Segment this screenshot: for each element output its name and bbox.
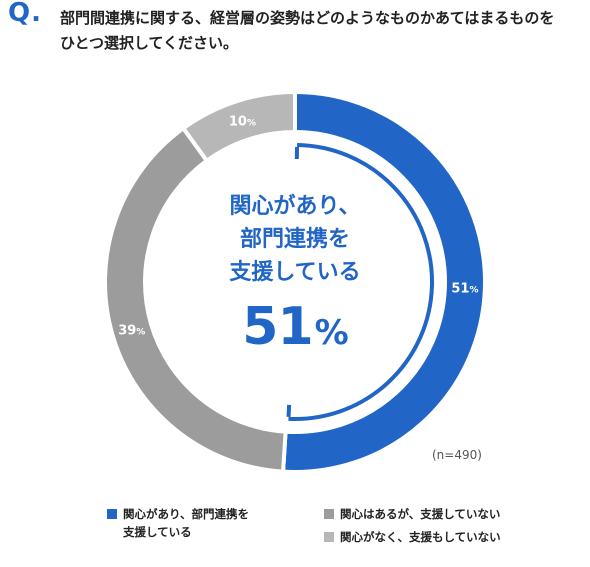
highlight-bracket-tick-bottom xyxy=(286,404,292,417)
slice-label-support: 51% xyxy=(451,281,478,296)
legend-label-support-2: 支援している xyxy=(123,525,192,539)
legend-label-no-interest: 関心がなく、支援もしていない xyxy=(340,530,501,544)
center-value: 51% xyxy=(190,297,400,363)
highlight-bracket-arc xyxy=(288,143,434,421)
slice-label-no-interest: 10% xyxy=(229,114,256,129)
legend-swatch-no-interest xyxy=(324,532,334,542)
slice-no-interest xyxy=(180,89,297,164)
center-value-unit: % xyxy=(314,313,349,353)
center-callout: 関心があり、 部門連携を 支援している 51% xyxy=(190,190,400,363)
center-value-number: 51 xyxy=(242,297,313,357)
question-line-2: ひとつ選択してください。 xyxy=(60,34,239,52)
center-label: 関心があり、 部門連携を 支援している xyxy=(190,190,400,289)
question-text: 部門間連携に関する、経営層の姿勢はどのようなものかあてはまるものを ひとつ選択し… xyxy=(60,6,580,56)
question-line-1: 部門間連携に関する、経営層の姿勢はどのようなものかあてはまるものを xyxy=(60,9,555,27)
legend-swatch-interest-no-support xyxy=(324,509,334,519)
slice-label-interest-no-support: 39% xyxy=(118,323,145,338)
slice-support xyxy=(280,89,487,474)
center-label-line-1: 関心があり、 xyxy=(229,194,361,219)
legend-label-support-1: 関心があり、部門連携を xyxy=(123,507,250,521)
center-label-line-3: 支援している xyxy=(229,260,361,285)
sample-size-label: (n=490) xyxy=(432,448,482,462)
legend-label-interest-no-support: 関心はあるが、支援していない xyxy=(340,507,501,521)
legend-swatch-support xyxy=(107,509,117,519)
center-label-line-2: 部門連携を xyxy=(239,227,350,252)
question-mark: Q. xyxy=(8,0,42,28)
